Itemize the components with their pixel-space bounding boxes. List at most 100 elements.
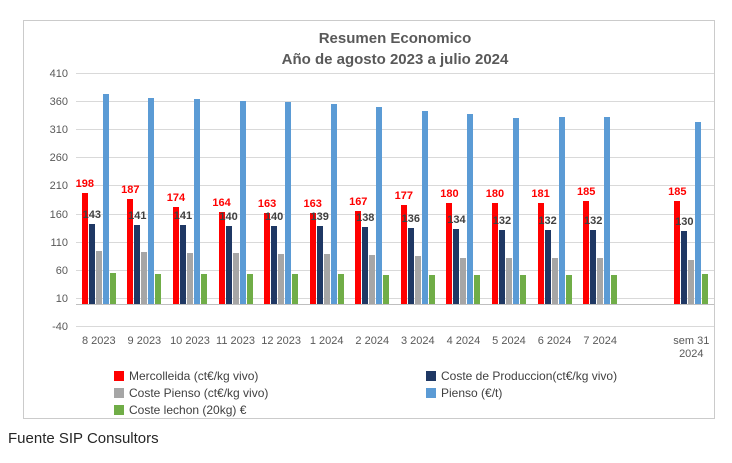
x-axis-label: sem 31 2024 <box>673 335 710 360</box>
bar-pienso-t <box>193 99 200 305</box>
gridline <box>76 241 714 243</box>
bar-coste-pienso <box>369 254 376 305</box>
bar-pienso-t <box>102 93 109 305</box>
bar-mercolleida-ct <box>674 200 681 305</box>
bar-pienso-t <box>467 113 474 305</box>
bar-mercolleida-ct <box>400 205 407 305</box>
y-axis-label: 110 <box>50 236 68 249</box>
bar-coste-de <box>316 226 323 305</box>
bar-mercolleida-ct <box>264 212 271 305</box>
bar-pienso-t <box>239 101 246 305</box>
category-slot: 185 130 sem 31 2024 <box>668 74 715 360</box>
y-axis-label: 210 <box>49 180 68 193</box>
legend-label: Coste de Produccion(ct€/kg vivo) <box>441 368 618 383</box>
category-slot: 180 134 4 2024 <box>440 74 487 347</box>
legend-label: Mercolleida (ct€/kg vivo) <box>129 368 259 383</box>
data-label-coste-de: 139 <box>310 211 329 224</box>
data-label-coste-de: 143 <box>82 209 101 222</box>
gridline <box>76 101 714 103</box>
legend-marker-pienso-t <box>426 387 436 398</box>
gridline <box>76 129 714 131</box>
bar-group: 187 141 <box>121 97 162 305</box>
data-label-coste-de: 130 <box>675 216 694 229</box>
category-slot: 164 140 11 2023 <box>212 74 259 347</box>
bar-coste-lechon <box>474 275 481 305</box>
x-axis-label: 6 2024 <box>537 335 572 347</box>
bar-group: 180 134 <box>440 113 481 305</box>
bar-coste-de <box>225 225 232 305</box>
bar-mercolleida-ct <box>172 206 179 305</box>
data-label-coste-de: 136 <box>401 213 421 226</box>
legend-item-coste-lechon: Coste lechon (20kg) € <box>114 401 268 418</box>
legend-item-coste-de: Coste de Produccion(ct€/kg vivo) <box>426 367 617 384</box>
bar-group: 163 139 <box>303 104 344 305</box>
x-axis-label: 3 2024 <box>401 335 435 347</box>
bar-group: 181 132 <box>531 117 572 305</box>
data-label-mercolleida-ct: 180 <box>485 188 505 201</box>
bar-coste-lechon <box>519 275 526 305</box>
data-label-mercolleida-ct: 167 <box>349 195 368 208</box>
y-axis-label: 310 <box>49 124 68 137</box>
source-footer: Fuente SIP Consultors <box>8 430 159 447</box>
x-axis-label: 2 2024 <box>355 335 390 347</box>
y-axis-label: -40 <box>52 321 68 333</box>
gridline <box>76 297 714 299</box>
bar-coste-pienso <box>323 253 330 305</box>
y-axis-label: 60 <box>55 264 68 277</box>
data-label-mercolleida-ct: 185 <box>576 185 596 198</box>
bar-mercolleida-ct <box>537 202 544 305</box>
data-label-mercolleida-ct: 180 <box>440 188 459 201</box>
category-slot: 187 141 9 2023 <box>121 74 168 347</box>
category-slot: 174 141 10 2023 <box>167 74 213 347</box>
plot-area: -40 10 60 110 160 210 260 310 360 410 198 143 8 2023… <box>50 68 715 360</box>
category-slot-empty <box>623 74 669 327</box>
bar-group: 163 140 <box>258 101 299 305</box>
x-axis-label: 11 2023 <box>216 335 255 347</box>
chart-title: Resumen Economico <box>318 30 472 47</box>
bar-coste-pienso <box>551 258 558 305</box>
bar-mercolleida-ct <box>81 193 88 305</box>
bar-group: 177 136 <box>395 110 435 305</box>
gridline <box>76 73 714 74</box>
data-label-coste-de: 132 <box>492 215 512 228</box>
y-axis-label: 410 <box>49 68 68 80</box>
y-axis-label: 360 <box>49 96 68 109</box>
bar-coste-pienso <box>414 256 421 305</box>
bar-pienso-t <box>558 117 565 305</box>
category-axis-line <box>76 303 714 305</box>
data-label-mercolleida-ct: 164 <box>212 197 231 210</box>
gridline <box>76 326 714 327</box>
bar-coste-de <box>453 229 460 305</box>
data-label-coste-de: 141 <box>128 210 147 223</box>
x-axis-label: 4 2024 <box>446 335 481 347</box>
bar-slots: 198 143 8 2023 187 141 9 2023 174 141 10 2023 164… <box>76 74 715 360</box>
legend-label: Coste lechon (20kg) € <box>129 402 247 417</box>
category-slot: 185 132 7 2024 <box>576 74 623 347</box>
gridline <box>76 213 714 215</box>
category-slot: 181 132 6 2024 <box>531 74 578 347</box>
bar-coste-de <box>88 224 95 305</box>
bar-coste-lechon <box>337 274 344 305</box>
bar-pienso-t <box>285 101 292 305</box>
bar-coste-pienso <box>278 253 285 305</box>
legend-item-pienso-t: Pienso (€/t) <box>426 384 617 401</box>
bar-coste-pienso <box>460 257 467 305</box>
bar-mercolleida-ct <box>355 210 362 305</box>
bar-mercolleida-ct <box>218 212 225 305</box>
bar-coste-pienso <box>688 259 695 305</box>
bar-coste-pienso <box>186 252 193 305</box>
bar-coste-de <box>407 228 414 305</box>
bar-coste-lechon <box>200 273 207 305</box>
bar-coste-lechon <box>565 275 572 305</box>
category-slot: 198 143 8 2023 <box>76 74 122 347</box>
data-label-coste-de: 140 <box>264 210 284 223</box>
chart-subtitle: Año de agosto 2023 a julio 2024 <box>281 51 509 68</box>
category-slot: 163 139 1 2024 <box>303 74 350 347</box>
bar-pienso-t <box>604 116 611 305</box>
data-label-coste-de: 138 <box>356 211 375 224</box>
bar-coste-de <box>544 230 551 305</box>
bar-pienso-t <box>148 97 155 305</box>
bar-pienso-t <box>421 110 428 305</box>
bar-pienso-t <box>695 121 702 305</box>
bar-coste-lechon <box>428 274 435 305</box>
